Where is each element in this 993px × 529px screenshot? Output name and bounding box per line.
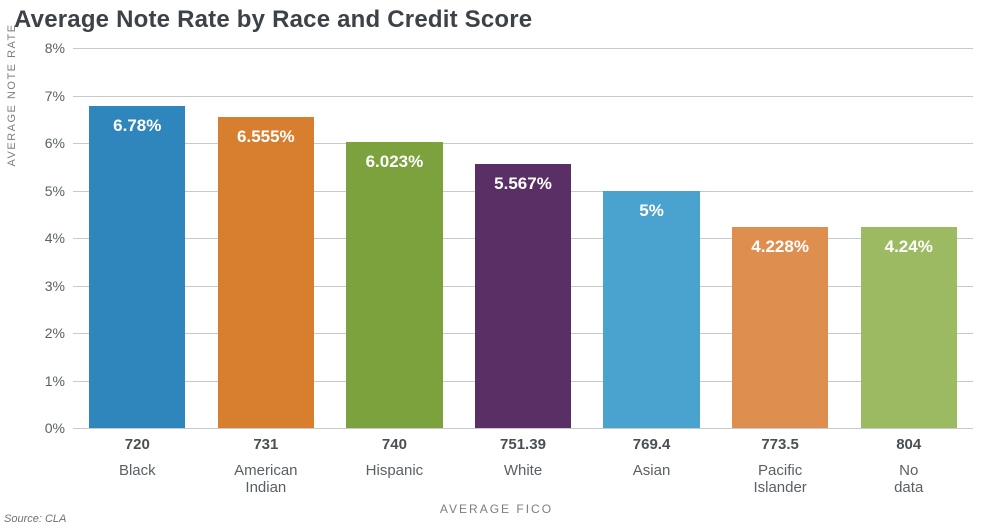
x-race-label: Nodata bbox=[844, 462, 973, 497]
chart-container: Average Note Rate by Race and Credit Sco… bbox=[0, 0, 993, 529]
bar: 6.023% bbox=[346, 142, 442, 428]
plot-area: 6.78% 6.555% 6.023% 5.567% 5% 4.228% 4.24% bbox=[73, 48, 973, 428]
x-race-label: AmericanIndian bbox=[202, 462, 331, 497]
x-fico-label: 751.39 bbox=[459, 436, 588, 453]
y-tick-label: 7% bbox=[10, 88, 65, 104]
x-fico-label: 720 bbox=[73, 436, 202, 453]
x-axis-title: AVERAGE FICO bbox=[0, 502, 993, 516]
bar: 5% bbox=[603, 191, 699, 429]
x-race-label: Hispanic bbox=[330, 462, 459, 479]
gridline bbox=[73, 428, 973, 429]
gridline bbox=[73, 143, 973, 144]
bar-value-label: 6.023% bbox=[346, 152, 442, 172]
bar-value-label: 4.228% bbox=[732, 237, 828, 257]
y-tick-label: 2% bbox=[10, 325, 65, 341]
x-race-label: PacificIslander bbox=[716, 462, 845, 497]
gridline bbox=[73, 48, 973, 49]
y-tick-label: 5% bbox=[10, 183, 65, 199]
bar: 4.228% bbox=[732, 227, 828, 428]
x-fico-label: 804 bbox=[844, 436, 973, 453]
gridline bbox=[73, 96, 973, 97]
bar-value-label: 4.24% bbox=[861, 237, 957, 257]
x-race-label: White bbox=[459, 462, 588, 479]
x-race-label: Black bbox=[73, 462, 202, 479]
bar: 4.24% bbox=[861, 227, 957, 428]
bar-value-label: 6.555% bbox=[218, 127, 314, 147]
y-tick-label: 1% bbox=[10, 373, 65, 389]
bar-value-label: 5.567% bbox=[475, 174, 571, 194]
x-fico-label: 740 bbox=[330, 436, 459, 453]
bar-value-label: 6.78% bbox=[89, 116, 185, 136]
x-fico-label: 773.5 bbox=[716, 436, 845, 453]
y-tick-label: 0% bbox=[10, 420, 65, 436]
x-fico-label: 731 bbox=[202, 436, 331, 453]
y-tick-label: 4% bbox=[10, 230, 65, 246]
source-caption: Source: CLA bbox=[4, 513, 66, 525]
x-fico-label: 769.4 bbox=[587, 436, 716, 453]
y-tick-label: 8% bbox=[10, 40, 65, 56]
bar: 6.555% bbox=[218, 117, 314, 428]
x-race-label: Asian bbox=[587, 462, 716, 479]
y-tick-label: 3% bbox=[10, 278, 65, 294]
bar-value-label: 5% bbox=[603, 201, 699, 221]
chart-title: Average Note Rate by Race and Credit Sco… bbox=[14, 6, 532, 34]
y-tick-label: 6% bbox=[10, 135, 65, 151]
bar: 5.567% bbox=[475, 164, 571, 428]
bar: 6.78% bbox=[89, 106, 185, 428]
